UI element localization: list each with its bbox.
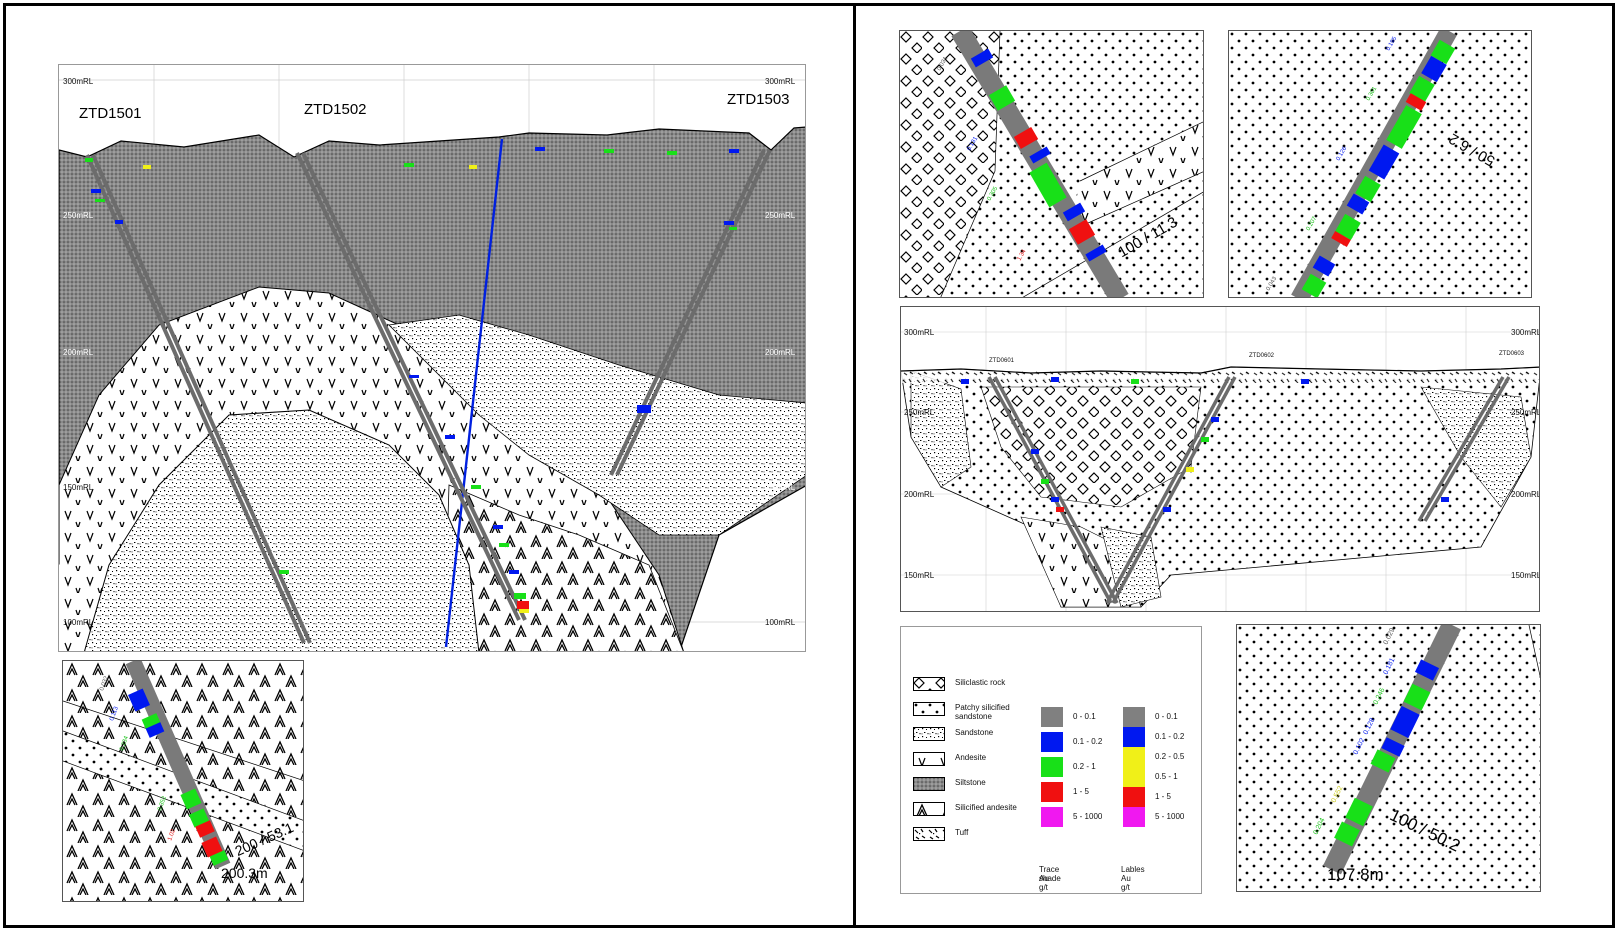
lithology-label: Tuff: [955, 828, 969, 837]
inset-rl-right-200: 200mRL: [1511, 490, 1540, 499]
inset-section-drawing: [901, 307, 1539, 611]
rl-label-right-250: 250mRL: [765, 211, 796, 220]
trace-shade-swatch: [1041, 757, 1063, 777]
labels-unit: Au g/t: [1121, 874, 1131, 892]
svg-text:1.02: 1.02: [167, 828, 177, 842]
inset-rl-left-250: 250mRL: [904, 408, 935, 417]
hole-label-ztd1502: ZTD1502: [304, 101, 367, 118]
inset-hole-ztd0601: ZTD0601: [989, 358, 1015, 364]
zoom-top-right-drawing: 0.195 0.301 0.126 0.207 0.043: [1229, 31, 1531, 297]
zoom-panel-bottom-right: 0.029 0.181 0.246 0.128 0.102 0.552 0.20…: [1236, 624, 1541, 892]
labels-range-label: 0.2 - 0.5: [1155, 752, 1185, 761]
inset-rl-left-200: 200mRL: [904, 490, 935, 499]
hole-label-ztd1503: ZTD1503: [727, 91, 790, 108]
labels-range-label: 0.5 - 1: [1155, 772, 1178, 781]
trace-shade-range-label: 0.1 - 0.2: [1073, 737, 1103, 746]
labels-swatch: [1123, 787, 1145, 807]
zoom-panel-bottom-left: 0.032 0.113 0.234 0.352 1.02 200 / 53.1 …: [62, 660, 304, 902]
lithology-label: Siliclastic rock: [955, 678, 1006, 687]
labels-range-label: 0.1 - 0.2: [1155, 732, 1185, 741]
zoom-bottom-left-depth: 200.3m: [221, 865, 268, 881]
inset-rl-left-300: 300mRL: [904, 328, 935, 337]
labels-title: Lables: [1121, 865, 1145, 874]
zoom-panel-top-right: 0.195 0.301 0.126 0.207 0.043 50 / 6.2: [1228, 30, 1532, 298]
rl-label-left-100: 100mRL: [63, 618, 94, 627]
labels-range-label: 0 - 0.1: [1155, 712, 1178, 721]
rl-label-left-200: 200mRL: [63, 348, 94, 357]
trace-shade-swatch: [1041, 782, 1063, 802]
main-cross-section: 300mRL 300mRL 250mRL 250mRL 200mRL 200mR…: [58, 64, 806, 652]
zoom-bottom-right-drawing: 0.029 0.181 0.246 0.128 0.102 0.552 0.20…: [1237, 625, 1540, 891]
dense-dot-pattern-icon: [913, 777, 945, 791]
trace-shade-swatch: [1041, 732, 1063, 752]
trace-shade-range-label: 5 - 1000: [1073, 812, 1103, 821]
inset-rl-right-250: 250mRL: [1511, 408, 1540, 417]
hole-label-ztd1501: ZTD1501: [79, 105, 142, 122]
lithology-label: Silicified andesite: [955, 803, 1017, 812]
left-figure-frame: 300mRL 300mRL 250mRL 250mRL 200mRL 200mR…: [3, 3, 856, 928]
lithology-label: Sandstone: [955, 728, 994, 737]
rl-label-right-300: 300mRL: [765, 77, 796, 86]
svg-text:0.032: 0.032: [99, 675, 110, 692]
svg-text:0.352: 0.352: [157, 795, 168, 812]
legend-panel: Siliclastic rock Patchy silicified sandst…: [900, 626, 1202, 894]
trace-shade-swatch: [1041, 807, 1063, 827]
trace-shade-swatch: [1041, 707, 1063, 727]
labels-swatch: [1123, 807, 1145, 827]
inset-rl-right-150: 150mRL: [1511, 571, 1540, 580]
rl-label-left-150: 150mRL: [63, 483, 94, 492]
tuff-pattern-icon: [913, 827, 945, 841]
trace-shade-unit: Au g/t: [1039, 874, 1049, 892]
inset-hole-ztd0603: ZTD0603: [1499, 351, 1525, 357]
rl-label-right-100: 100mRL: [765, 618, 796, 627]
labels-swatch: [1123, 707, 1145, 727]
svg-text:0.113: 0.113: [109, 705, 120, 721]
zoom-bottom-right-depth: 107.8m: [1327, 865, 1384, 884]
labels-swatch: [1123, 727, 1145, 747]
right-figure-frame: 0.031 0.131 0.305 1.34 100 / 11.3: [853, 3, 1615, 928]
zoom-panel-top-left: 0.031 0.131 0.305 1.34 100 / 11.3: [899, 30, 1204, 298]
trace-shade-title: Trace shade: [1039, 865, 1061, 883]
rl-label-right-200: 200mRL: [765, 348, 796, 357]
labels-swatch: [1123, 747, 1145, 767]
labels-swatch: [1123, 767, 1145, 787]
inset-rl-right-300: 300mRL: [1511, 328, 1540, 337]
svg-text:0.234: 0.234: [119, 735, 130, 752]
lithology-label: Siltstone: [955, 778, 986, 787]
lithology-label: Patchy silicified sandstone: [955, 703, 1010, 721]
labels-range-label: 1 - 5: [1155, 792, 1172, 801]
lithology-label: Andesite: [955, 753, 987, 762]
rl-label-left-300: 300mRL: [63, 77, 94, 86]
labels-range-label: 5 - 1000: [1155, 812, 1185, 821]
main-section-drawing: [59, 65, 805, 651]
diamond-pattern-icon: [913, 677, 945, 691]
zoom-bottom-left-drawing: 0.032 0.113 0.234 0.352 1.02: [63, 661, 303, 901]
zoom-top-left-drawing: 0.031 0.131 0.305 1.34: [900, 31, 1203, 297]
trace-shade-range-label: 1 - 5: [1073, 787, 1090, 796]
inset-rl-left-150: 150mRL: [904, 571, 935, 580]
inset-hole-ztd0602: ZTD0602: [1249, 353, 1275, 359]
trace-shade-range-label: 0 - 0.1: [1073, 712, 1096, 721]
square-dot-pattern-icon: [913, 702, 945, 716]
v-pattern-icon: [913, 752, 945, 766]
speckle-pattern-icon: [913, 727, 945, 741]
rl-label-right-150: 150mRL: [765, 483, 796, 492]
svg-text:1.34: 1.34: [1017, 248, 1028, 262]
trace-shade-range-label: 0.2 - 1: [1073, 762, 1096, 771]
chevron-pattern-icon: [913, 802, 945, 816]
inset-cross-section: 300mRL 300mRL 250mRL 250mRL 200mRL 200mR…: [900, 306, 1540, 612]
rl-label-left-250: 250mRL: [63, 211, 94, 220]
